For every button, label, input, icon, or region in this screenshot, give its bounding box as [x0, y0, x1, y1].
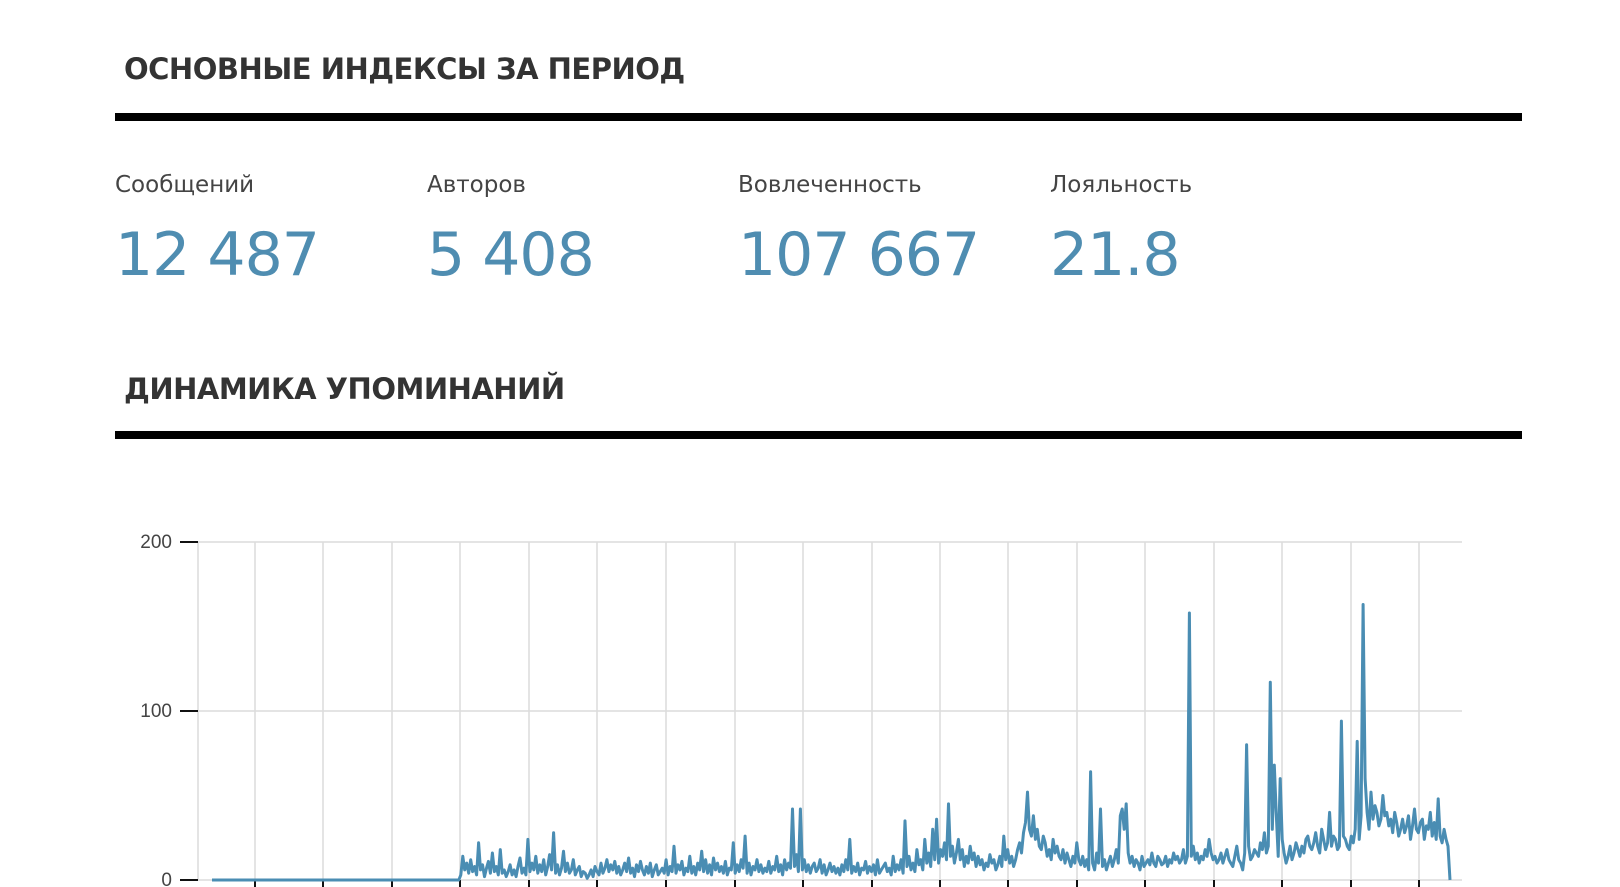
section-title-indices: ОСНОВНЫЕ ИНДЕКСЫ ЗА ПЕРИОД: [124, 52, 685, 86]
metric-label: Авторов: [427, 172, 526, 198]
y-tick-label: 100: [140, 701, 172, 722]
series-line: [212, 603, 1452, 882]
metric-label: Сообщений: [115, 172, 255, 198]
section-divider: [115, 113, 1522, 121]
y-tick-label: 200: [140, 532, 172, 553]
mentions-line-chart: 0 100 200: [140, 532, 1462, 887]
metric-value: 21.8: [1050, 220, 1181, 290]
metric-messages: Сообщений 12 487: [115, 172, 415, 290]
metric-loyalty: Лояльность 21.8: [1050, 172, 1350, 290]
metric-label: Лояльность: [1050, 172, 1193, 198]
metric-value: 12 487: [115, 220, 320, 290]
metric-label: Вовлеченность: [738, 172, 922, 198]
y-axis: 0 100 200: [140, 532, 198, 887]
metric-authors: Авторов 5 408: [427, 172, 727, 290]
metric-value: 107 667: [738, 220, 980, 290]
section-divider: [115, 431, 1522, 439]
y-tick-label: 0: [161, 870, 172, 887]
section-title-dynamics: ДИНАМИКА УПОМИНАНИЙ: [124, 372, 565, 406]
metric-value: 5 408: [427, 220, 595, 290]
metric-engagement: Вовлеченность 107 667: [738, 172, 1038, 290]
